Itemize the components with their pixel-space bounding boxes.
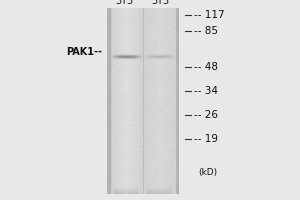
Text: -- 85: -- 85 bbox=[194, 26, 218, 36]
Text: 3T3: 3T3 bbox=[116, 0, 134, 6]
Text: -- 26: -- 26 bbox=[194, 110, 218, 120]
Text: -- 19: -- 19 bbox=[194, 134, 218, 144]
Text: -- 34: -- 34 bbox=[194, 86, 218, 96]
Text: (kD): (kD) bbox=[198, 168, 217, 178]
Text: PAK1--: PAK1-- bbox=[66, 47, 102, 57]
Text: -- 48: -- 48 bbox=[194, 62, 218, 72]
Text: 3T3: 3T3 bbox=[152, 0, 169, 6]
Text: -- 117: -- 117 bbox=[194, 10, 224, 20]
